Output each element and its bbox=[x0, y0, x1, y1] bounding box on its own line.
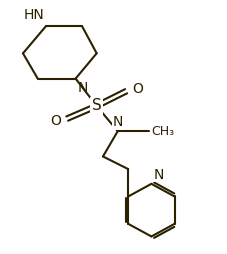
Text: O: O bbox=[132, 82, 143, 96]
Text: CH₃: CH₃ bbox=[151, 125, 175, 138]
Text: O: O bbox=[50, 114, 61, 128]
Text: HN: HN bbox=[23, 8, 44, 22]
Text: N: N bbox=[113, 115, 123, 129]
Text: S: S bbox=[92, 99, 101, 114]
Text: N: N bbox=[78, 81, 88, 95]
Text: N: N bbox=[153, 168, 164, 182]
